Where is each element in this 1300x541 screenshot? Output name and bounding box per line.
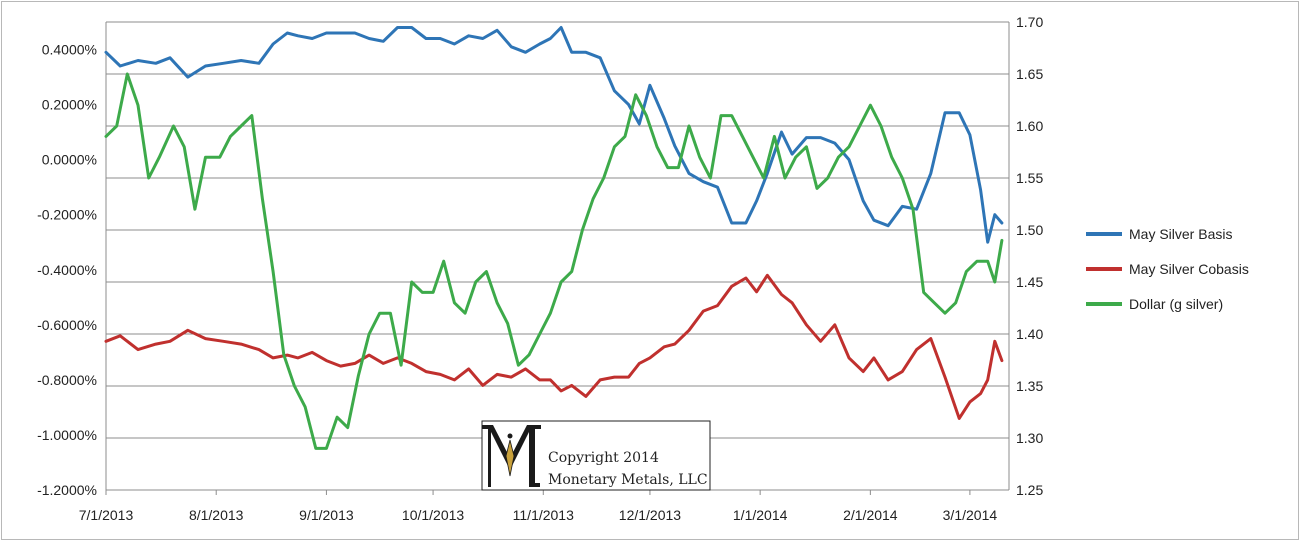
monetary-metals-logo (482, 425, 541, 487)
x-axis-ticks: 7/1/2013 8/1/2013 9/1/2013 10/1/2013 11/1/20… (79, 490, 998, 523)
x-tick-label: 7/1/2013 (79, 507, 134, 523)
series-group (104, 26, 1004, 450)
legend-label: Dollar (g silver) (1129, 296, 1223, 312)
gridlines (106, 21, 1009, 491)
x-tick-label: 10/1/2013 (402, 507, 464, 523)
series-line-1 (104, 26, 1004, 244)
watermark-line-1: Copyright 2014 (548, 450, 659, 466)
legend-label: May Silver Cobasis (1129, 261, 1249, 277)
left-tick-label: -1.0000% (37, 427, 97, 443)
series-line-2 (104, 273, 1004, 420)
right-tick-label: 1.60 (1016, 118, 1043, 134)
x-tick-label: 12/1/2013 (619, 507, 681, 523)
axes (105, 22, 1010, 490)
right-tick-label: 1.30 (1016, 430, 1043, 446)
left-axis-ticks: 0.4000% 0.2000% 0.0000% -0.2000% -0.4000% -0.… (37, 42, 97, 498)
left-tick-label: -0.6000% (37, 317, 97, 333)
right-tick-label: 1.50 (1016, 222, 1043, 238)
left-tick-label: 0.0000% (42, 152, 97, 168)
left-tick-label: -0.8000% (37, 372, 97, 388)
x-tick-label: 8/1/2013 (189, 507, 244, 523)
left-tick-label: -0.2000% (37, 207, 97, 223)
x-tick-label: 9/1/2013 (299, 507, 354, 523)
legend: May Silver Basis May Silver Cobasis Dollar… (1086, 226, 1249, 312)
right-tick-label: 1.55 (1016, 170, 1043, 186)
right-tick-label: 1.70 (1016, 14, 1043, 30)
x-tick-label: 11/1/2013 (513, 507, 574, 523)
left-tick-label: -0.4000% (37, 262, 97, 278)
logo-figure (505, 439, 515, 477)
left-tick-label: 0.2000% (42, 97, 97, 113)
watermark-box (481, 420, 711, 491)
legend-label: May Silver Basis (1129, 226, 1232, 242)
logo-head (507, 433, 513, 439)
left-tick-label: 0.4000% (42, 42, 97, 58)
x-tick-label: 2/1/2014 (843, 507, 898, 523)
series-line-3 (104, 72, 1004, 450)
left-tick-label: -1.2000% (37, 482, 97, 498)
right-tick-label: 1.25 (1016, 482, 1043, 498)
right-tick-label: 1.65 (1016, 66, 1043, 82)
right-tick-label: 1.35 (1016, 378, 1043, 394)
x-tick-label: 3/1/2014 (943, 507, 998, 523)
right-tick-label: 1.45 (1016, 274, 1043, 290)
watermark-line-2: Monetary Metals, LLC (548, 472, 708, 488)
right-tick-label: 1.40 (1016, 326, 1043, 342)
right-axis-ticks: 1.70 1.65 1.60 1.55 1.50 1.45 1.40 1.35 1.30 1.25 (1016, 14, 1043, 498)
x-tick-label: 1/1/2014 (733, 507, 788, 523)
watermark: Copyright 2014 Monetary Metals, LLC (481, 420, 711, 491)
